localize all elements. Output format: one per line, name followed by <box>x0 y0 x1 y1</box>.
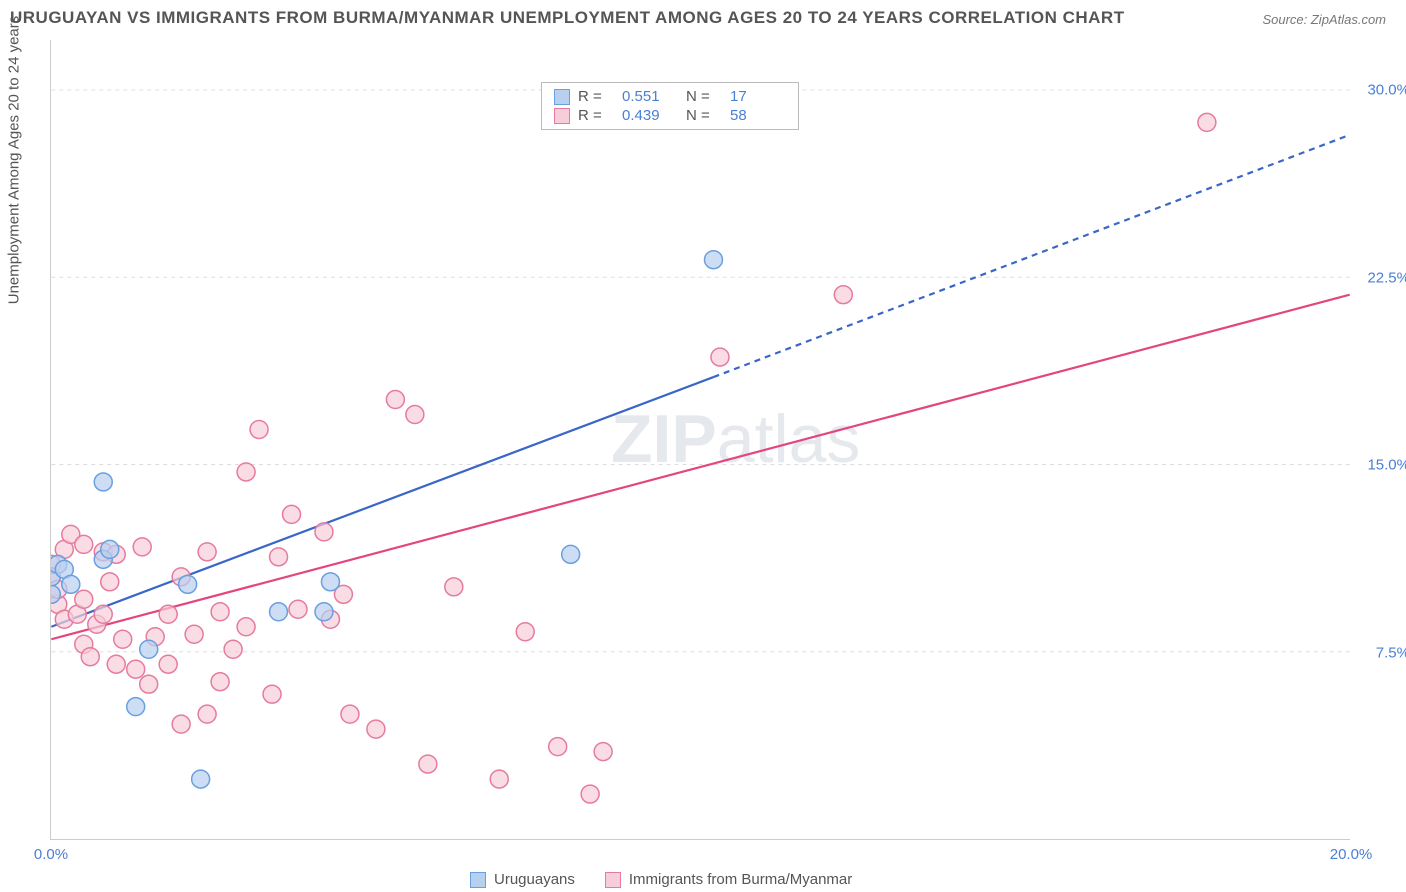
n-label: N = <box>686 88 722 105</box>
swatch-uruguayans <box>554 89 570 105</box>
chart-area: ZIPatlas R = 0.551 N = 17 R = 0.439 N = … <box>50 40 1350 840</box>
legend-bottom: Uruguayans Immigrants from Burma/Myanmar <box>470 871 852 888</box>
swatch-burma-bottom <box>605 872 621 888</box>
r-label: R = <box>578 107 614 124</box>
x-tick-label: 0.0% <box>34 846 68 863</box>
legend-item-uruguayans: Uruguayans <box>470 871 575 888</box>
y-axis-title: Unemployment Among Ages 20 to 24 years <box>6 16 23 305</box>
source-label: Source: ZipAtlas.com <box>1262 12 1386 27</box>
chart-title: URUGUAYAN VS IMMIGRANTS FROM BURMA/MYANM… <box>10 8 1125 28</box>
n-value-burma: 58 <box>730 107 786 124</box>
legend-stats-row-burma: R = 0.439 N = 58 <box>554 106 786 125</box>
legend-label-burma: Immigrants from Burma/Myanmar <box>629 871 852 888</box>
r-value-uruguayans: 0.551 <box>622 88 678 105</box>
swatch-uruguayans-bottom <box>470 872 486 888</box>
y-tick-label: 22.5% <box>1367 269 1406 286</box>
chart-svg <box>51 40 1350 839</box>
r-value-burma: 0.439 <box>622 107 678 124</box>
n-value-uruguayans: 17 <box>730 88 786 105</box>
legend-item-burma: Immigrants from Burma/Myanmar <box>605 871 852 888</box>
n-label: N = <box>686 107 722 124</box>
swatch-burma <box>554 108 570 124</box>
r-label: R = <box>578 88 614 105</box>
y-tick-label: 15.0% <box>1367 457 1406 474</box>
y-tick-label: 7.5% <box>1376 644 1406 661</box>
y-tick-label: 30.0% <box>1367 82 1406 99</box>
x-tick-label: 20.0% <box>1330 846 1373 863</box>
legend-stats-box: R = 0.551 N = 17 R = 0.439 N = 58 <box>541 82 799 130</box>
legend-label-uruguayans: Uruguayans <box>494 871 575 888</box>
legend-stats-row-uruguayans: R = 0.551 N = 17 <box>554 87 786 106</box>
